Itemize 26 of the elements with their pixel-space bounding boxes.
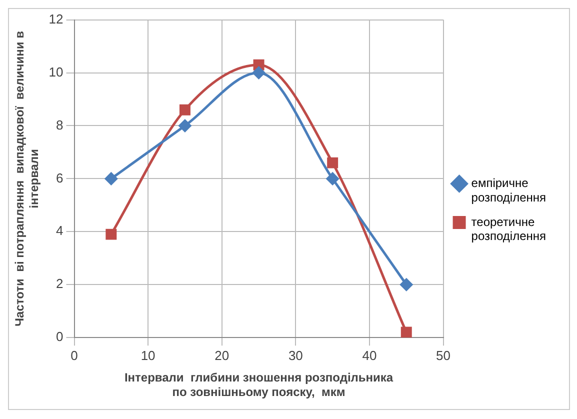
x-tick-label: 20 — [214, 348, 230, 363]
point — [179, 104, 190, 116]
y-tick-label: 4 — [56, 223, 64, 238]
y-tick-label: 6 — [56, 170, 64, 186]
x-tick-label: 30 — [288, 348, 303, 363]
x-axis-title: Інтервали глибини зношення розподільника по зовнішньому пояску, мкм — [124, 370, 394, 400]
point — [400, 326, 412, 338]
point — [178, 119, 192, 132]
point — [326, 172, 339, 185]
y-tick-label: 8 — [56, 117, 64, 132]
point — [106, 228, 117, 240]
y-tick-label: 2 — [56, 276, 64, 292]
x-tick-label: 0 — [70, 348, 78, 363]
x-tick-label: 50 — [436, 348, 451, 363]
legend-label: емпіричне розподілення — [471, 176, 546, 204]
point — [104, 172, 118, 185]
x-tick-label: 10 — [140, 348, 156, 363]
point — [327, 157, 338, 168]
y-tick-label: 12 — [48, 11, 64, 26]
legend-label: теоретичне розподілення — [471, 214, 546, 244]
x-tick-label: 40 — [362, 348, 377, 363]
y-axis-title: Частоти ві потрапляння випадкової величини в інтервали — [12, 31, 41, 326]
point — [400, 278, 413, 291]
y-tick-label: 0 — [56, 329, 64, 344]
y-tick-label: 10 — [48, 64, 64, 80]
point — [252, 66, 266, 80]
